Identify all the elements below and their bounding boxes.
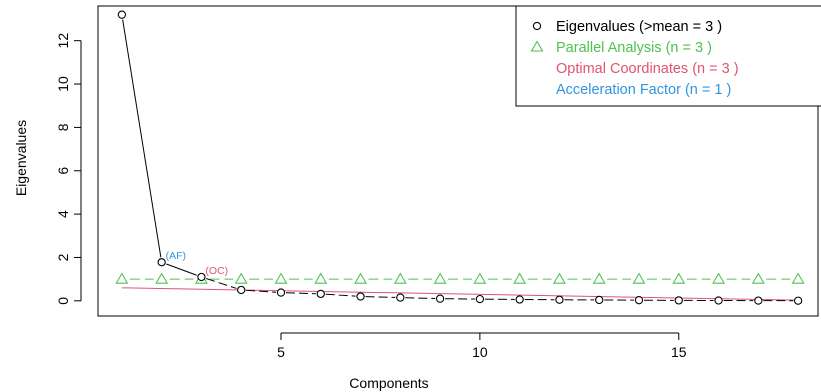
y-tick-label: 12 [55,33,71,49]
eigenvalue-point [634,296,644,305]
eigenvalue-segment [122,19,162,258]
eigenvalue-point [754,296,763,305]
eigenvalue-point [595,295,604,305]
y-tick-label: 2 [55,253,71,261]
eigenvalue-point [237,285,246,295]
y-tick-label: 8 [55,123,71,131]
eigenvalue-point [276,288,286,297]
plot-frame [97,5,819,317]
legend-box [515,5,821,107]
annotation-layer: (AF) (OC) [166,250,229,277]
x-tick-label: 15 [671,344,687,360]
parallel-analysis-point [433,272,447,284]
parallel-analysis-point [632,272,646,284]
eigenvalue-segment [405,297,436,300]
parallel-analysis-point [473,272,487,284]
eigenvalue-point [157,258,166,267]
eigenvalue-segment [166,263,197,276]
parallel-analysis-point [751,272,765,284]
eigenvalue-point [396,293,405,302]
y-tick-label: 10 [55,76,71,92]
annotation-label: (AF) [166,250,186,262]
annotation-label: (OC) [205,265,228,277]
eigenvalue-point [475,294,485,304]
eigenvalue-point [793,296,803,305]
parallel-analysis-point [274,272,288,284]
eigenvalue-point [555,295,564,304]
legend-label: Acceleration Factor (n = 1 ) [556,82,731,98]
x-axis-title: Components [349,375,428,391]
series-layer [115,10,805,305]
x-tick-label: 10 [472,344,488,360]
eigenvalue-point [435,294,445,303]
parallel-analysis-point [393,272,407,284]
eigenvalue-point [117,10,127,19]
parallel-analysis-point [552,272,566,284]
legend: Eigenvalues (>mean = 3 ) Parallel Analysi… [515,5,821,107]
eigenvalue-point [674,296,683,305]
eigenvalue-point [515,295,524,304]
eigenvalue-segment [365,296,396,298]
y-tick-label: 0 [55,297,71,305]
y-tick-label: 4 [55,210,71,218]
parallel-analysis-point [672,272,686,284]
x-tick-label: 5 [277,344,285,360]
y-tick-label: 6 [55,167,71,175]
parallel-analysis-point [354,272,367,284]
parallel-analysis-point [712,272,726,284]
eigenvalue-segment [206,278,237,289]
eigenvalue-point [714,296,723,305]
eigenvalue-point [197,272,206,282]
eigenvalue-segment [285,292,316,295]
parallel-analysis-point [155,272,169,284]
legend-label: Eigenvalues (>mean = 3 ) [556,19,722,35]
legend-items: Eigenvalues (>mean = 3 ) Parallel Analysi… [530,19,739,98]
parallel-analysis-point [791,272,805,284]
parallel-analysis-point [592,272,606,284]
legend-label: Parallel Analysis (n = 3 ) [556,40,712,56]
axes: 5 10 15 0 2 4 6 8 10 12 [55,33,687,360]
optimal-coordinates-line [121,287,799,301]
parallel-analysis-point [314,272,328,284]
eigenvalue-segment [246,289,277,293]
eigenvalue-point [316,289,325,299]
legend-marker [532,21,542,31]
parallel-analysis-point [513,272,527,284]
parallel-analysis-point [115,272,129,284]
y-axis-title: Eigenvalues [13,120,29,196]
legend-marker [530,40,544,52]
eigenvalue-segment [325,293,356,297]
eigenvalue-point [356,292,365,301]
legend-label: Optimal Coordinates (n = 3 ) [556,61,739,77]
parallel-analysis-point [234,272,248,284]
